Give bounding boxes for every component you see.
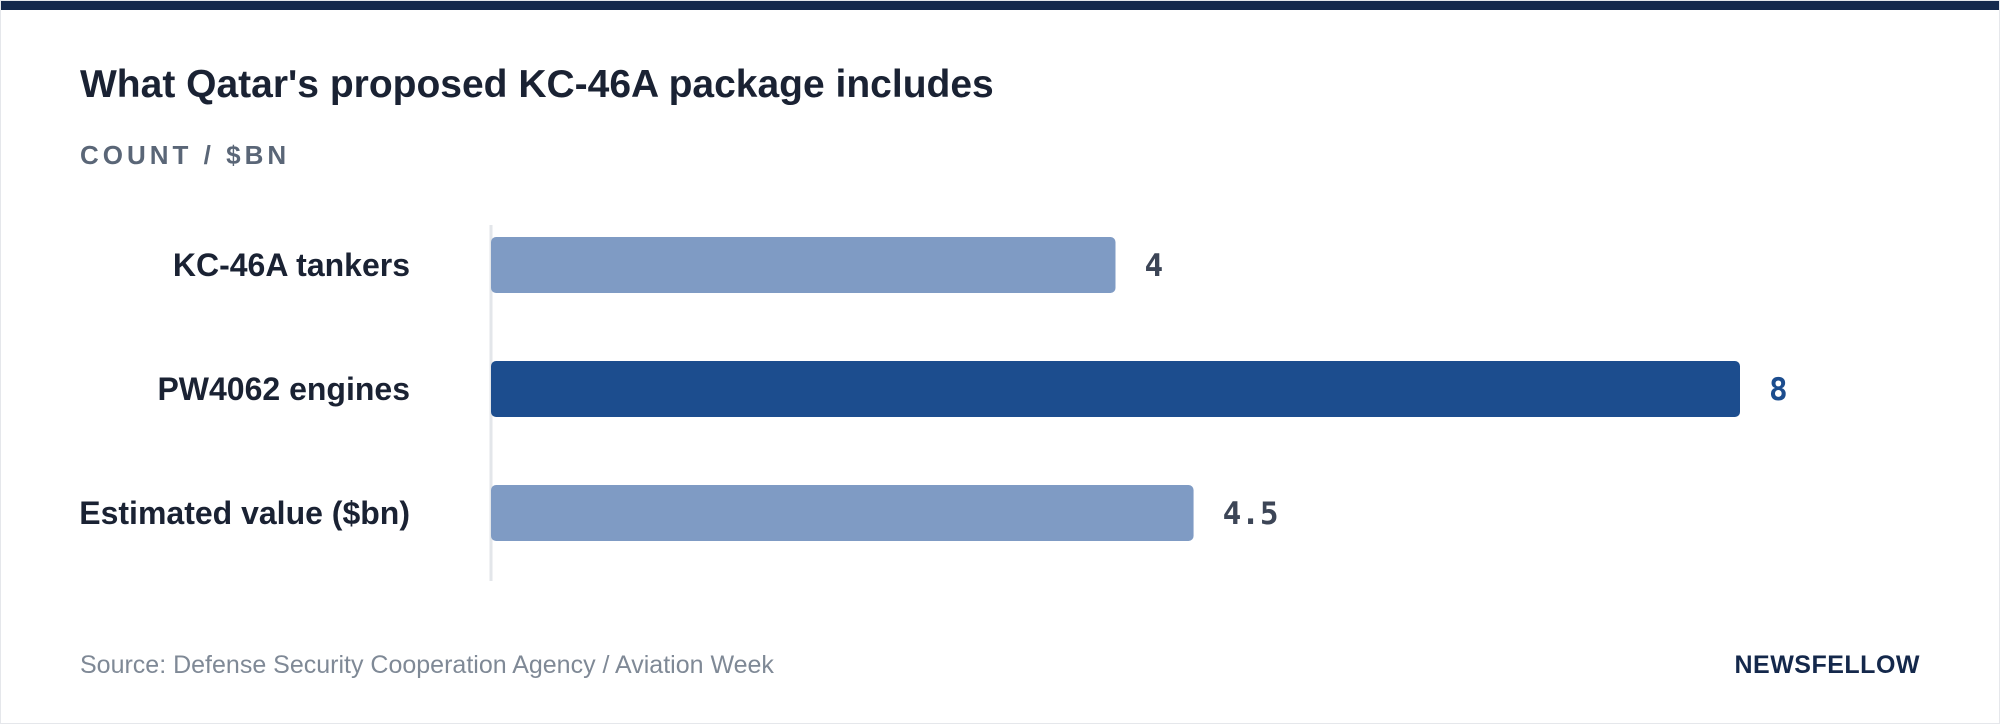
value-label: 4.5 <box>1223 496 1279 532</box>
bar-2 <box>491 361 1740 417</box>
category-label: PW4062 engines <box>157 371 410 407</box>
value-label: 4 <box>1145 248 1164 284</box>
category-label: KC-46A tankers <box>173 247 410 283</box>
bar-3 <box>491 485 1194 541</box>
source-note: Source: Defense Security Cooperation Age… <box>80 651 774 679</box>
top-accent-bar <box>1 1 1999 10</box>
category-label: Estimated value ($bn) <box>79 495 410 531</box>
chart-title: What Qatar's proposed KC-46A package inc… <box>80 63 994 106</box>
brand-logo-text: NEWSFELLOW <box>1734 651 1920 679</box>
chart-subtitle: COUNT / $BN <box>80 140 291 170</box>
value-label: 8 <box>1769 372 1788 408</box>
bar-1 <box>491 237 1116 293</box>
